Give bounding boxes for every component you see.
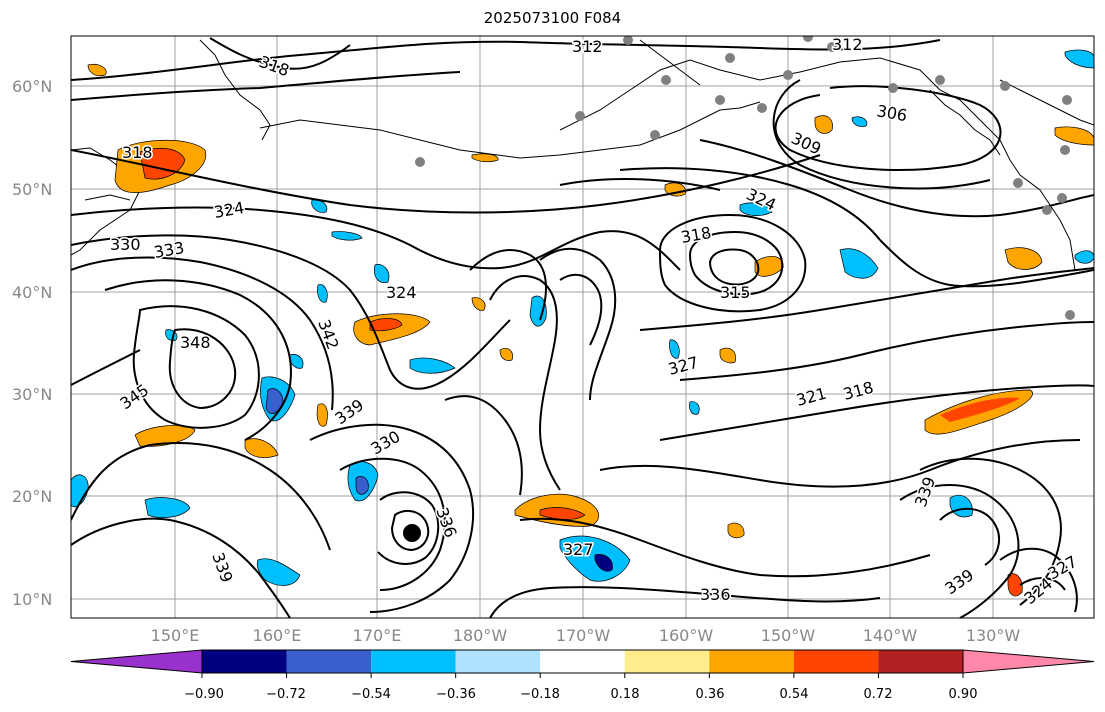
- lon-label: 160°E: [252, 626, 302, 645]
- contour-label: 315: [720, 283, 751, 302]
- lon-label: 170°W: [555, 626, 611, 645]
- colorbar-tick-label: 0.18: [610, 687, 640, 702]
- station-dots: [415, 36, 1075, 320]
- lat-label: 20°N: [12, 487, 53, 506]
- plot-frame: [70, 35, 1095, 619]
- colorbar-tick-label: −0.36: [436, 687, 476, 702]
- colorbar-frame: [201, 649, 964, 674]
- contour-lines: [71, 37, 1094, 618]
- colorbar-tick-label: 0.54: [779, 687, 809, 702]
- lon-label: 160°W: [658, 626, 714, 645]
- colorbar-segment: [709, 650, 794, 673]
- colorbar-segment: [455, 650, 541, 673]
- colorbar-tick-label: 0.72: [863, 687, 893, 702]
- colorbar-segment: [202, 650, 287, 673]
- contour-label: 348: [180, 333, 211, 352]
- colorbar-extend-low: [70, 649, 203, 674]
- lon-label: 150°E: [150, 626, 200, 645]
- colorbar-tick-label: −0.18: [520, 687, 560, 702]
- lat-label: 50°N: [12, 180, 53, 199]
- colorbar-tick-label: 0.90: [948, 687, 978, 702]
- contour-label: 312: [832, 35, 863, 54]
- lon-label: 140°W: [862, 626, 918, 645]
- contour-label: 324: [386, 283, 417, 302]
- gridlines: [71, 36, 1094, 618]
- lat-label: 40°N: [12, 283, 53, 302]
- colorbar-tick-label: −0.90: [184, 687, 224, 702]
- colorbar-segment: [371, 650, 456, 673]
- contour-label: 318: [122, 143, 153, 162]
- colorbar-segment: [878, 650, 963, 673]
- colorbar-tick-label: −0.54: [351, 687, 391, 702]
- contour-label: 327: [563, 540, 594, 559]
- colorbar-tick-label: −0.72: [266, 687, 306, 702]
- colorbar-segment: [793, 650, 879, 673]
- contour-label: 312: [572, 37, 603, 56]
- colorbar-tick-label: 0.36: [695, 687, 725, 702]
- lon-label: 180°W: [452, 626, 508, 645]
- lon-label: 130°W: [965, 626, 1021, 645]
- colorbar-segment: [540, 650, 625, 673]
- storm-center-marker: [403, 524, 421, 542]
- colorbar-segment: [286, 650, 372, 673]
- lat-label: 60°N: [12, 77, 53, 96]
- map-title: 2025073100 F084: [483, 9, 622, 27]
- lat-label: 30°N: [12, 385, 53, 404]
- lat-label: 10°N: [12, 590, 53, 609]
- shading-patches: [71, 49, 1094, 597]
- colorbar-extend-high: [962, 649, 1095, 674]
- lon-label: 170°E: [352, 626, 402, 645]
- colorbar-segment: [624, 650, 710, 673]
- lon-label: 150°W: [760, 626, 816, 645]
- contour-label: 336: [700, 585, 731, 604]
- contour-label: 330: [110, 235, 141, 254]
